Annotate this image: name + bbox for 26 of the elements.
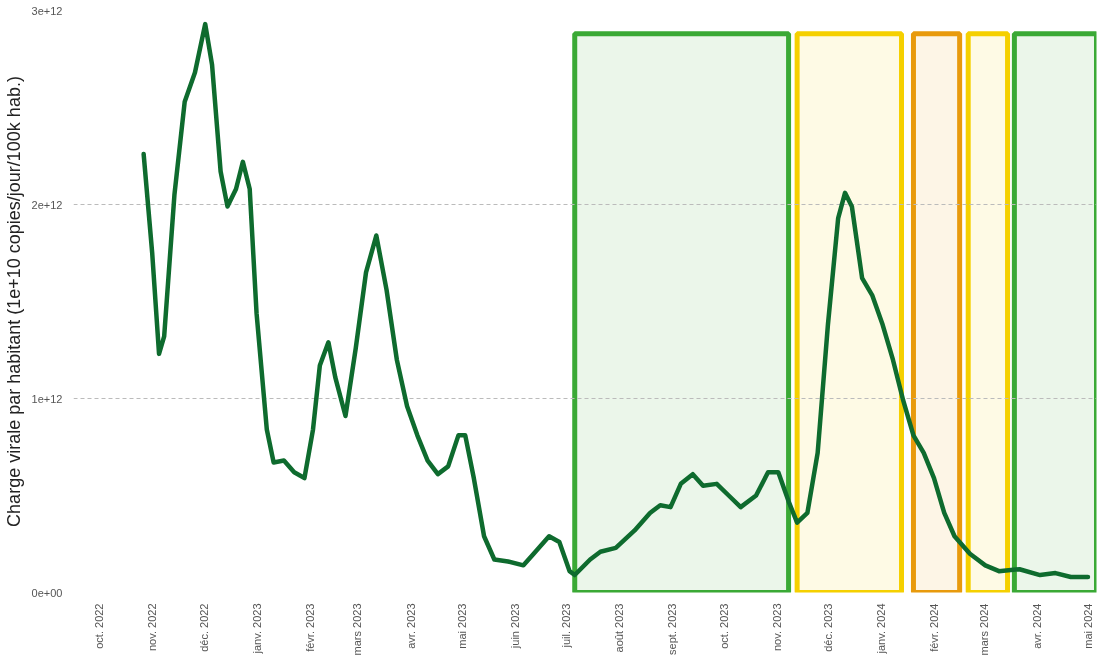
x-tick-label: juin 2023 <box>508 603 521 650</box>
y-axis-title: Charge virale par habitant (1e+10 copies/jour/100k hab.) <box>3 76 24 527</box>
x-tick-label: mars 2023 <box>351 603 364 656</box>
x-tick-label: déc. 2022 <box>197 603 210 652</box>
x-tick-label: sept. 2023 <box>666 603 679 655</box>
x-tick-label: août 2023 <box>613 603 626 653</box>
x-tick-label: mai 2024 <box>1081 603 1094 649</box>
x-tick-label: févr. 2023 <box>303 603 316 652</box>
x-tick-label: oct. 2023 <box>717 603 730 649</box>
x-tick-label: févr. 2024 <box>927 603 940 652</box>
x-tick-label: juil. 2023 <box>560 603 573 649</box>
x-tick-label: mai 2023 <box>455 603 468 649</box>
x-tick-label: nov. 2023 <box>770 603 783 651</box>
y-tick-label: 1e+12 <box>31 392 63 405</box>
x-tick-label: avr. 2024 <box>1030 603 1043 649</box>
x-tick-label: avr. 2023 <box>404 603 417 649</box>
x-tick-label: oct. 2022 <box>93 603 106 649</box>
x-tick-label: nov. 2022 <box>146 603 159 651</box>
y-tick-label: 2e+12 <box>31 198 63 211</box>
x-tick-label: déc. 2023 <box>821 603 834 652</box>
y-tick-label: 0e+00 <box>31 586 63 599</box>
y-tick-label: 3e+12 <box>31 4 63 17</box>
x-tick-label: mars 2024 <box>977 603 990 656</box>
x-tick-label: janv. 2024 <box>874 603 887 655</box>
line-series <box>141 21 1091 580</box>
x-tick-label: janv. 2023 <box>250 603 263 655</box>
